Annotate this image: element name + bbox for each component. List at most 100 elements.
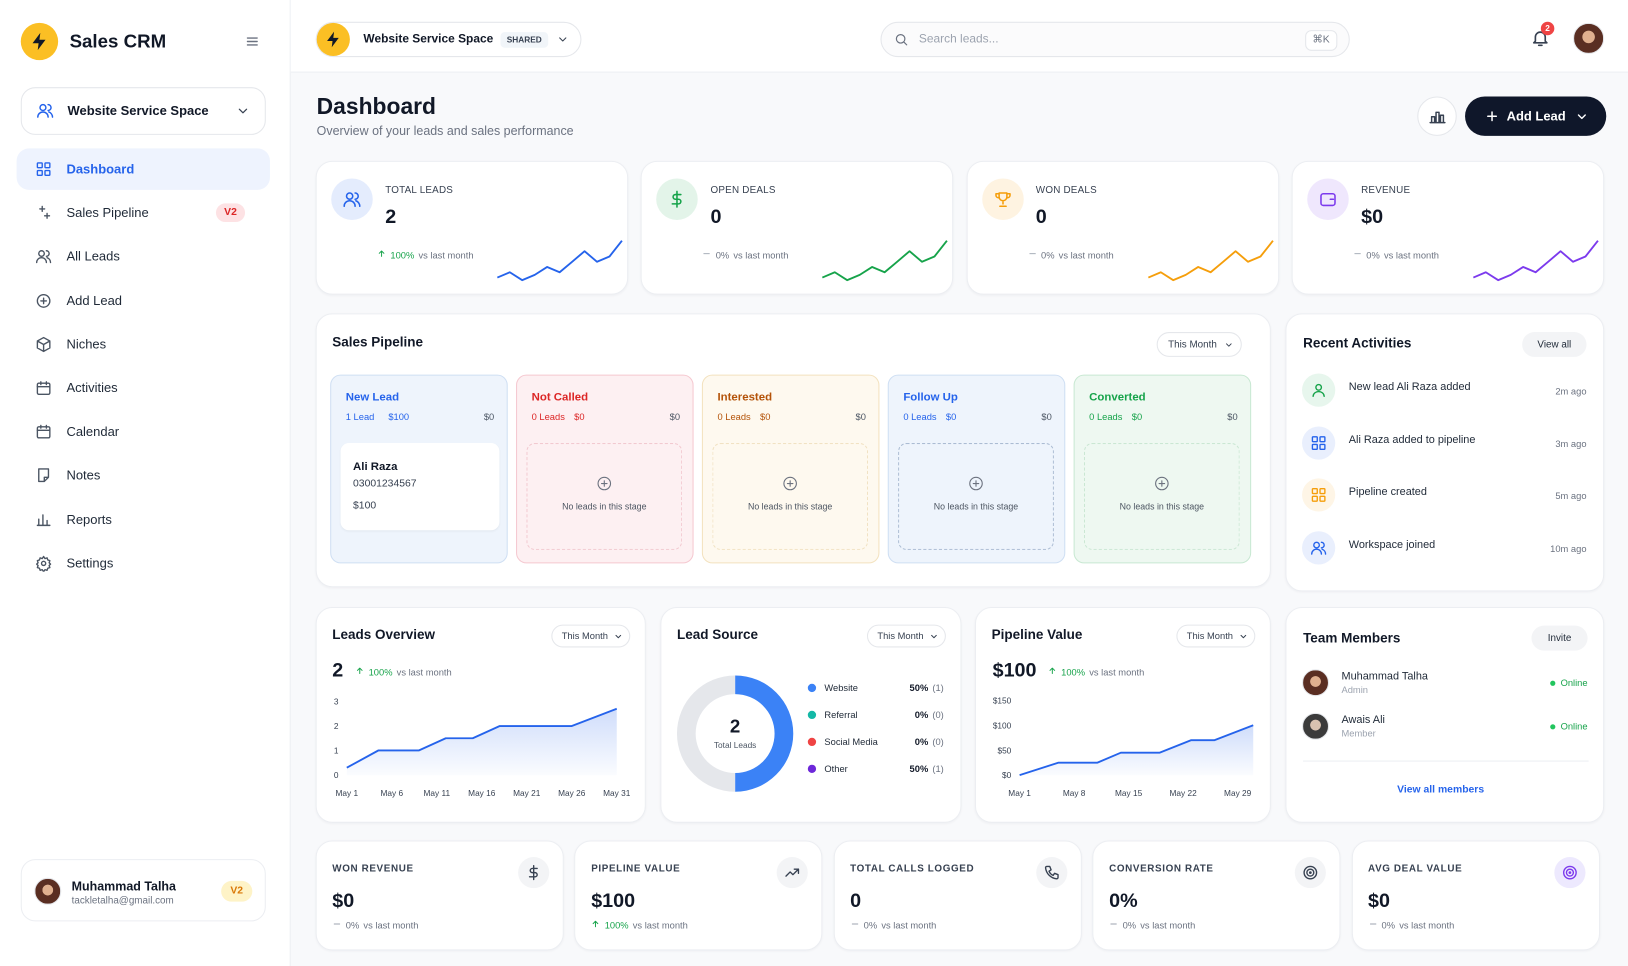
icon-shape xyxy=(1577,114,1586,120)
sidebar: Sales CRM Website Service Space Dashboard S… xyxy=(0,0,291,966)
stage-amount: $0 xyxy=(945,411,957,423)
nav-item[interactable]: Niches xyxy=(17,324,270,366)
y-tick-label: 1 xyxy=(334,746,339,756)
icon xyxy=(378,250,385,257)
icon-shape xyxy=(786,480,794,487)
nav-item[interactable]: Add Lead xyxy=(17,280,270,322)
search-box[interactable]: Search leads... ⌘K xyxy=(880,21,1350,58)
nav-label: All Leads xyxy=(66,249,120,264)
lead-value: $100 xyxy=(353,500,377,512)
add-lead-label: Add Lead xyxy=(1506,108,1566,124)
icon-shape xyxy=(528,865,538,881)
page-subtitle: Overview of your leads and sales perform… xyxy=(316,123,574,139)
y-tick-label: 3 xyxy=(334,697,339,707)
user-name: Muhammad Talha xyxy=(71,878,176,894)
user-card[interactable]: Muhammad Talha tackletalha@gmail.com V2 xyxy=(20,859,266,922)
icon xyxy=(356,667,363,675)
y-tick-label: $150 xyxy=(993,695,1012,705)
icon-shape xyxy=(1311,443,1318,450)
nav-item[interactable]: Calendar xyxy=(17,411,270,453)
icon xyxy=(35,250,52,264)
view-all-members[interactable]: View all members xyxy=(1397,784,1485,796)
filter-button[interactable]: This Month xyxy=(551,624,631,648)
change-label: vs last month xyxy=(1399,920,1455,931)
icon-shape xyxy=(238,108,248,114)
nav-item[interactable]: Dashboard xyxy=(16,148,270,190)
change-value: 100% xyxy=(368,667,393,678)
empty-text: No leads in this stage xyxy=(1119,501,1205,512)
filter-button[interactable]: This Month xyxy=(1176,624,1256,648)
activity-icon-bg xyxy=(1302,425,1336,460)
pipeline-value-card: Pipeline Value This Month $100 100% vs last … xyxy=(974,606,1271,823)
nav-item[interactable]: Activities xyxy=(17,367,270,409)
icon-shape xyxy=(1049,667,1056,675)
icon-shape xyxy=(36,336,51,352)
filter-button[interactable]: This Month xyxy=(1156,332,1242,357)
icon-shape xyxy=(671,190,682,208)
icon-shape xyxy=(378,250,385,257)
icon-shape xyxy=(1311,435,1318,442)
kpi-value: 0% xyxy=(1109,890,1138,913)
kpi-label: TOTAL CALLS LOGGED xyxy=(850,863,975,875)
icon xyxy=(37,103,54,118)
change: 0% vs last month xyxy=(716,250,789,260)
stat-icon-bg xyxy=(1307,178,1349,220)
icon-shape xyxy=(45,250,52,264)
nav-item[interactable]: Reports xyxy=(17,499,270,541)
stat-card: WON DEALS 0 0% vs last month xyxy=(966,160,1279,295)
search-shortcut: ⌘K xyxy=(1305,30,1337,51)
notifications[interactable]: 2 xyxy=(1529,21,1555,50)
kpi-label: CONVERSION RATE xyxy=(1109,863,1214,875)
icon-shape xyxy=(1155,476,1169,491)
view-all-button[interactable]: View all xyxy=(1522,332,1587,357)
workspace-select[interactable]: Website Service Space xyxy=(20,87,266,135)
add-lead-button[interactable]: Add Lead xyxy=(1465,96,1607,136)
icon-shape xyxy=(593,920,599,928)
nav-item[interactable]: Settings xyxy=(17,542,270,584)
avatar xyxy=(1302,669,1330,697)
chart-button[interactable] xyxy=(1417,96,1457,136)
icon-shape xyxy=(994,192,1011,208)
stage-count: 1 Lead xyxy=(345,411,375,423)
workspace-pill[interactable]: Website Service Space SHARED xyxy=(315,21,582,58)
legend-count: (1) xyxy=(932,683,943,693)
change-value: 100% xyxy=(604,920,629,931)
nav-label: Sales Pipeline xyxy=(66,205,149,221)
icon-shape xyxy=(1319,488,1326,495)
change-label: vs last month xyxy=(396,667,452,678)
lead-card[interactable]: Ali Raza 03001234567 $100 xyxy=(340,443,500,531)
icon xyxy=(851,923,859,925)
icon-shape xyxy=(36,382,51,395)
icon-shape xyxy=(1429,111,1446,124)
member-status: Online xyxy=(1560,721,1588,732)
change-label: vs last month xyxy=(1089,667,1145,678)
nav-item[interactable]: All Leads xyxy=(17,236,270,278)
icon xyxy=(36,513,51,526)
icon-shape xyxy=(47,103,54,118)
legend-count: (0) xyxy=(932,710,943,720)
icon xyxy=(36,381,51,395)
kpi-label: PIPELINE VALUE xyxy=(591,863,681,875)
icon xyxy=(36,336,51,352)
x-tick-label: May 8 xyxy=(1063,788,1086,798)
change-value: 100% xyxy=(390,250,415,261)
icon xyxy=(1303,865,1318,880)
icon xyxy=(1028,253,1036,255)
filter-button[interactable]: This Month xyxy=(866,624,946,648)
nav-label: Settings xyxy=(66,555,114,571)
change: 0% vs last month xyxy=(1123,920,1196,930)
stage-name: Follow Up xyxy=(903,391,958,404)
nav-item[interactable]: Sales Pipeline V2 xyxy=(17,192,270,234)
activity-time: 2m ago xyxy=(1555,385,1587,397)
nav-item[interactable]: Notes xyxy=(17,455,270,497)
icon xyxy=(1240,634,1247,639)
legend-name: Other xyxy=(824,764,847,774)
notification-count: 2 xyxy=(1540,21,1555,36)
stat-value: 0 xyxy=(710,206,722,229)
empty-text: No leads in this stage xyxy=(933,501,1019,512)
icon xyxy=(593,920,599,928)
icon-shape xyxy=(1319,495,1326,502)
invite-button[interactable]: Invite xyxy=(1531,625,1588,651)
icon-shape xyxy=(1303,865,1318,880)
change-value: 0% xyxy=(863,920,878,931)
